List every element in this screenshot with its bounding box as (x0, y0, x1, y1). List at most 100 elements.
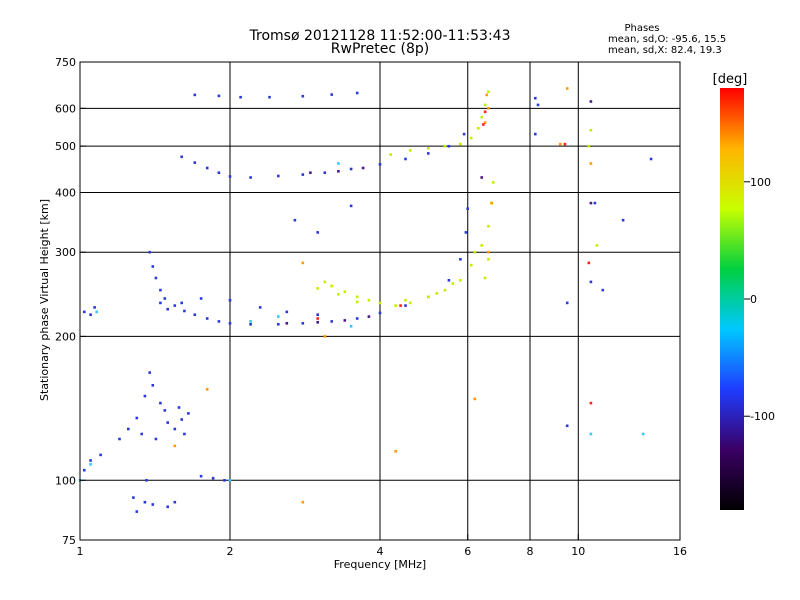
data-point (316, 231, 319, 234)
data-point (404, 304, 407, 307)
data-point (408, 301, 412, 305)
data-point (228, 299, 232, 302)
data-point (173, 444, 177, 448)
data-point (459, 258, 462, 261)
data-point (491, 181, 495, 184)
data-point (148, 371, 151, 374)
data-point (589, 162, 593, 165)
data-point (118, 437, 121, 441)
data-point (135, 416, 139, 420)
data-point (135, 510, 139, 513)
data-point (355, 91, 359, 95)
data-point (487, 224, 490, 228)
data-point (249, 176, 252, 179)
data-point (159, 301, 162, 305)
y-tick-label: 300 (55, 246, 76, 259)
data-point (205, 388, 209, 391)
x-tick-label: 16 (673, 545, 687, 558)
data-point (355, 295, 359, 299)
data-point (408, 149, 412, 152)
data-point (459, 142, 462, 146)
point-series (285, 100, 593, 325)
x-axis-ticks: 1 2 4 6 8 10 16 (77, 534, 687, 558)
y-tick-label: 600 (55, 102, 76, 115)
data-point (163, 297, 167, 300)
data-point (378, 301, 382, 305)
x-tick-label: 8 (527, 545, 534, 558)
data-point (447, 279, 451, 282)
data-point (427, 147, 430, 150)
data-point (534, 132, 537, 136)
data-point (177, 406, 181, 409)
data-point (473, 250, 477, 254)
data-point (563, 142, 567, 146)
data-point (443, 288, 447, 292)
data-point (99, 453, 102, 457)
data-point (447, 144, 451, 148)
data-point (154, 276, 158, 280)
data-point (587, 144, 591, 148)
data-point (589, 100, 593, 103)
data-point (301, 173, 305, 176)
data-point (163, 409, 167, 412)
data-point (480, 115, 483, 119)
data-point (565, 424, 569, 428)
data-point (534, 96, 537, 100)
data-point (483, 103, 487, 107)
data-point (316, 287, 319, 290)
data-point (349, 204, 353, 208)
data-point (301, 500, 305, 504)
data-point (145, 479, 148, 482)
data-point (466, 207, 469, 210)
data-point (378, 163, 382, 166)
data-point (470, 263, 473, 267)
data-point (349, 167, 353, 171)
data-point (166, 307, 169, 311)
data-point (462, 132, 466, 136)
data-point (183, 432, 186, 436)
data-point (154, 437, 158, 441)
y-tick-label: 750 (55, 56, 76, 69)
data-point (180, 155, 183, 159)
data-point (258, 306, 262, 309)
data-point (166, 505, 169, 509)
y-tick-label: 100 (55, 474, 76, 487)
data-point (587, 261, 591, 265)
data-point (173, 304, 177, 307)
data-point (483, 121, 487, 124)
data-point (487, 258, 490, 261)
data-point (309, 171, 312, 174)
data-point (399, 304, 402, 307)
data-point (89, 313, 92, 316)
data-point (316, 321, 319, 324)
colorbar-tick-label: 0 (750, 293, 757, 306)
data-point (649, 157, 653, 161)
data-point (277, 315, 280, 318)
data-point (394, 450, 397, 453)
data-point (285, 310, 289, 314)
data-point (343, 290, 347, 293)
data-point (151, 503, 155, 506)
data-point (589, 128, 593, 132)
data-point (389, 153, 392, 156)
data-point (595, 244, 599, 247)
data-point (378, 311, 382, 315)
data-point (323, 335, 327, 338)
data-point (143, 394, 147, 398)
data-point (217, 320, 221, 323)
data-point (483, 276, 487, 280)
data-point (95, 310, 98, 314)
data-point (323, 171, 327, 174)
data-point (536, 103, 540, 107)
data-point (223, 479, 226, 482)
data-point (159, 288, 162, 292)
data-point (159, 401, 162, 405)
data-point (483, 110, 487, 114)
data-point (589, 432, 593, 436)
data-point (473, 397, 477, 401)
data-point (316, 313, 319, 316)
data-point (443, 144, 447, 148)
